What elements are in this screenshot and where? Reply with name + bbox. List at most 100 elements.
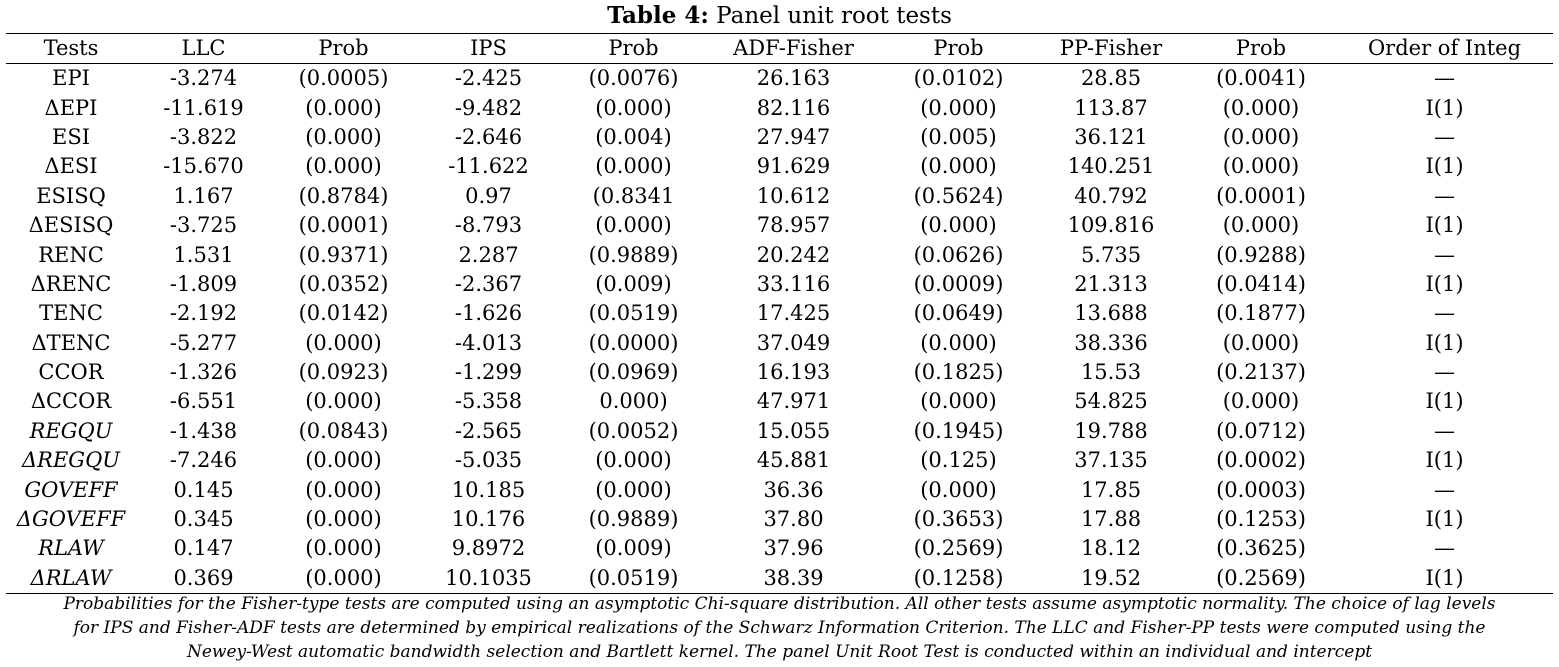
table-cell: I(1) bbox=[1425, 330, 1464, 355]
table-cell: — bbox=[1434, 66, 1455, 91]
table-cell: (0.0009) bbox=[913, 271, 1004, 296]
test-variable-cell: ΔGOVEFF bbox=[16, 507, 126, 532]
table-cell: 13.688 bbox=[1074, 301, 1148, 326]
table-cell: (0.2569) bbox=[913, 536, 1004, 561]
table-cell: 113.87 bbox=[1074, 95, 1148, 120]
test-variable-cell: ΔEPI bbox=[44, 95, 98, 120]
table-cell: (0.000) bbox=[305, 330, 382, 355]
table-cell: 5.735 bbox=[1080, 242, 1142, 267]
table-cell: 91.629 bbox=[756, 154, 831, 179]
table-title: Table 4: Panel unit root tests bbox=[0, 2, 1559, 30]
table-note: Probabilities for the Fisher-type tests … bbox=[20, 592, 1539, 664]
table-cell: 17.85 bbox=[1080, 477, 1142, 502]
table-row: ΔREGQU -7.246 (0.000) -5.035 (0.000) 45.881 (0… bbox=[6, 446, 1553, 475]
table-cell: (0.009) bbox=[595, 536, 672, 561]
table-row: GOVEFF 0.145 (0.000) 10.185 (0.000) 36.36 (0.0… bbox=[6, 475, 1553, 504]
table-cell: -2.425 bbox=[454, 66, 523, 91]
table-cell: 37.135 bbox=[1074, 448, 1148, 473]
column-header: LLC bbox=[181, 36, 226, 60]
table-cell: — bbox=[1434, 418, 1455, 443]
table-cell: (0.000) bbox=[920, 389, 997, 414]
table-cell: 140.251 bbox=[1067, 154, 1155, 179]
table-cell: 38.336 bbox=[1074, 330, 1148, 355]
table-cell: (0.0352) bbox=[298, 271, 389, 296]
table-cell: (0.0001) bbox=[1216, 183, 1306, 208]
column-header: Prob bbox=[933, 36, 984, 60]
table-cell: 19.788 bbox=[1074, 418, 1148, 443]
table-cell: 38.39 bbox=[763, 565, 824, 590]
table-cell: (0.000) bbox=[1222, 213, 1300, 238]
table-cell: (0.000) bbox=[595, 448, 672, 473]
table-cell: (0.000) bbox=[920, 330, 997, 355]
table-cell: (0.000) bbox=[1222, 330, 1300, 355]
table-cell: (0.2569) bbox=[1216, 565, 1306, 590]
table-cell: (0.9889) bbox=[588, 242, 679, 267]
table-cell: (0.005) bbox=[920, 124, 997, 149]
table-cell: (0.000) bbox=[305, 124, 382, 149]
column-header: IPS bbox=[470, 36, 507, 60]
table-cell: (0.0712) bbox=[1216, 418, 1306, 443]
table-row: EPI -3.274 (0.0005) -2.425 (0.0076) 26.163 (0.… bbox=[6, 64, 1553, 94]
column-header: Prob bbox=[318, 36, 369, 60]
table-cell: (0.000) bbox=[595, 477, 672, 502]
table-cell: 0.000) bbox=[599, 389, 668, 414]
test-variable-cell: ΔESISQ bbox=[28, 213, 114, 238]
table-cell: 15.055 bbox=[756, 418, 831, 443]
table-cell: -1.326 bbox=[169, 360, 238, 385]
test-variable-cell: GOVEFF bbox=[24, 477, 118, 502]
table-cell: 20.242 bbox=[756, 242, 831, 267]
table-cell: 82.116 bbox=[756, 95, 831, 120]
table-row: CCOR -1.326 (0.0923) -1.299 (0.0969) 16.193 (0… bbox=[6, 358, 1553, 387]
table-cell: (0.0414) bbox=[1216, 271, 1306, 296]
table-cell: (0.1877) bbox=[1216, 301, 1306, 326]
table-cell: -2.192 bbox=[169, 301, 238, 326]
table-cell: (0.0041) bbox=[1216, 66, 1306, 91]
table-body: EPI -3.274 (0.0005) -2.425 (0.0076) 26.163 (0.… bbox=[6, 64, 1553, 594]
table-row: ΔCCOR -6.551 (0.000) -5.358 0.000) 47.971 (0.0… bbox=[6, 387, 1553, 416]
table-cell: -1.809 bbox=[169, 271, 238, 296]
table-cell: I(1) bbox=[1425, 213, 1464, 238]
table-cell: — bbox=[1434, 360, 1455, 385]
table-cell: 36.36 bbox=[763, 477, 824, 502]
table-cell: 37.049 bbox=[756, 330, 831, 355]
table-cell: (0.0001) bbox=[298, 213, 389, 238]
table-cell: (0.000) bbox=[595, 154, 672, 179]
table-cell: — bbox=[1434, 242, 1455, 267]
table-cell: 10.1035 bbox=[445, 565, 532, 590]
table-cell: 10.185 bbox=[451, 477, 526, 502]
table-cell: 26.163 bbox=[756, 66, 831, 91]
table-cell: (0.0076) bbox=[588, 66, 679, 91]
table-cell: (0.8341 bbox=[592, 183, 675, 208]
table-cell: (0.2137) bbox=[1216, 360, 1306, 385]
table-cell: — bbox=[1434, 536, 1455, 561]
table-cell: (0.000) bbox=[305, 565, 382, 590]
table-cell: -5.277 bbox=[169, 330, 238, 355]
table-cell: (0.8784) bbox=[298, 183, 389, 208]
table-cell: I(1) bbox=[1425, 565, 1464, 590]
test-variable-cell: RENC bbox=[38, 242, 104, 267]
table-title-text: Panel unit root tests bbox=[716, 3, 952, 29]
test-variable-cell: ΔTENC bbox=[31, 330, 111, 355]
table-cell: 36.121 bbox=[1074, 124, 1148, 149]
table-cell: -9.482 bbox=[454, 95, 523, 120]
table-cell: -3.725 bbox=[169, 213, 238, 238]
table-cell: (0.5624) bbox=[913, 183, 1004, 208]
table-cell: 15.53 bbox=[1080, 360, 1142, 385]
table-cell: (0.000) bbox=[305, 536, 382, 561]
table-row: REGQU -1.438 (0.0843) -2.565 (0.0052) 15.055 (… bbox=[6, 417, 1553, 446]
table-cell: I(1) bbox=[1425, 271, 1464, 296]
table-cell: (0.0003) bbox=[1216, 477, 1306, 502]
column-header: Prob bbox=[1235, 36, 1287, 60]
table-cell: (0.000) bbox=[1222, 389, 1300, 414]
table-cell: 40.792 bbox=[1074, 183, 1148, 208]
table-cell: (0.000) bbox=[305, 95, 382, 120]
table-cell: 0.345 bbox=[173, 507, 234, 532]
table-cell: (0.0923) bbox=[298, 360, 389, 385]
table-cell: -5.358 bbox=[454, 389, 523, 414]
column-header: Tests bbox=[43, 36, 99, 60]
table-row: ΔGOVEFF 0.345 (0.000) 10.176 (0.9889) 37.80 (0… bbox=[6, 505, 1553, 534]
table-cell: (0.000) bbox=[595, 213, 672, 238]
test-variable-cell: TENC bbox=[39, 301, 103, 326]
table-cell: (0.125) bbox=[920, 448, 997, 473]
table-cell: 33.116 bbox=[756, 271, 831, 296]
